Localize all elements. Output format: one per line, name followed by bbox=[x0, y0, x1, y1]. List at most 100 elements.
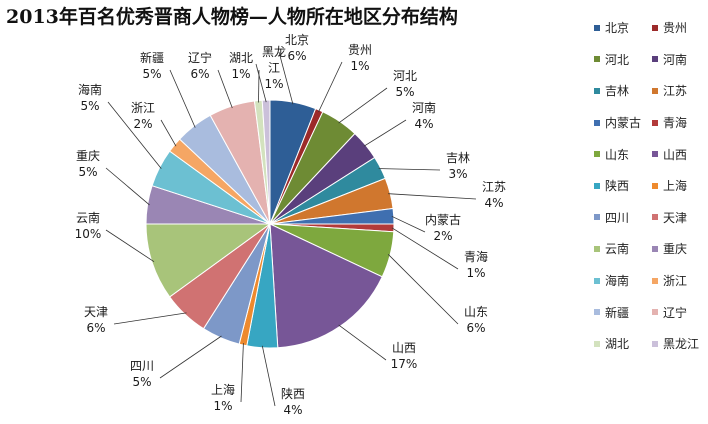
legend-swatch bbox=[594, 245, 600, 252]
legend-swatch bbox=[594, 151, 600, 158]
data-label-新疆: 新疆 5% bbox=[140, 50, 164, 81]
pie-slice-黑龙江 bbox=[261, 99, 271, 225]
legend-label: 上海 bbox=[663, 179, 688, 194]
legend-label: 河南 bbox=[663, 52, 688, 67]
data-label-海南: 海南 5% bbox=[78, 82, 102, 113]
data-label-陕西: 陕西 4% bbox=[281, 386, 305, 417]
legend-swatch bbox=[652, 119, 658, 126]
pie-slices bbox=[145, 99, 395, 349]
data-label-吉林: 吉林 3% bbox=[446, 151, 470, 181]
legend-label: 云南 bbox=[605, 242, 630, 257]
legend-item-山西: 山西 bbox=[652, 138, 708, 170]
data-label-重庆: 重庆 5% bbox=[76, 149, 100, 179]
legend: 北京 贵州 河北 河南 吉林 江苏 内蒙古 青海 山东 山西 陕西 上海 四川 天津 云南 重庆 海南 浙江 新疆 辽… bbox=[594, 12, 708, 360]
legend-label: 海南 bbox=[605, 274, 630, 289]
legend-item-内蒙古: 内蒙古 bbox=[594, 107, 652, 139]
legend-swatch bbox=[594, 214, 600, 221]
legend-label: 江苏 bbox=[663, 84, 688, 99]
data-label-湖北: 湖北 1% bbox=[229, 50, 253, 81]
label-leader-lines bbox=[105, 51, 477, 407]
data-label-江苏: 江苏 4% bbox=[482, 180, 506, 210]
leader-line-吉林 bbox=[378, 168, 441, 171]
legend-label: 重庆 bbox=[663, 242, 688, 257]
data-label-内蒙古: 内蒙古 2% bbox=[425, 212, 461, 243]
data-label-浙江: 浙江 2% bbox=[131, 101, 155, 131]
data-label-山东: 山东 6% bbox=[464, 305, 488, 335]
leader-line-内蒙古 bbox=[391, 215, 426, 233]
legend-label: 陕西 bbox=[605, 179, 630, 194]
leader-line-浙江 bbox=[160, 119, 177, 147]
leader-line-河北 bbox=[338, 87, 388, 124]
leader-line-贵州 bbox=[318, 61, 343, 113]
legend-item-黑龙江: 黑龙江 bbox=[652, 328, 708, 360]
pie-slice-云南 bbox=[145, 223, 272, 298]
legend-item-河北: 河北 bbox=[594, 44, 652, 76]
data-label-黑龙江: 黑龙江 1% bbox=[262, 45, 286, 91]
legend-label: 黑龙江 bbox=[663, 337, 700, 352]
legend-item-江苏: 江苏 bbox=[652, 75, 708, 107]
legend-swatch bbox=[594, 277, 600, 284]
leader-line-北京 bbox=[278, 51, 294, 105]
legend-swatch bbox=[652, 309, 658, 316]
legend-item-浙江: 浙江 bbox=[652, 265, 708, 297]
legend-swatch bbox=[652, 24, 658, 31]
legend-swatch bbox=[594, 309, 600, 316]
chart-title: 2013年百名优秀晋商人物榜—人物所在地区分布结构 bbox=[6, 6, 458, 28]
legend-item-四川: 四川 bbox=[594, 202, 652, 234]
data-label-青海: 青海 1% bbox=[464, 249, 488, 280]
legend-item-湖北: 湖北 bbox=[594, 328, 652, 360]
legend-label: 辽宁 bbox=[663, 305, 688, 320]
leader-line-山东 bbox=[387, 254, 459, 325]
legend-item-北京: 北京 bbox=[594, 12, 652, 44]
legend-swatch bbox=[652, 151, 658, 158]
legend-swatch bbox=[652, 87, 658, 94]
data-label-北京: 北京 6% bbox=[285, 33, 309, 63]
legend-label: 新疆 bbox=[605, 305, 630, 320]
data-label-四川: 四川 5% bbox=[130, 359, 154, 389]
data-label-河北: 河北 5% bbox=[393, 69, 417, 99]
legend-swatch bbox=[594, 56, 600, 63]
leader-line-新疆 bbox=[169, 69, 196, 128]
legend-swatch bbox=[594, 182, 600, 189]
data-label-山西: 山西 17% bbox=[391, 341, 418, 371]
legend-swatch bbox=[594, 24, 600, 31]
leader-line-四川 bbox=[159, 335, 222, 379]
legend-label: 浙江 bbox=[663, 274, 688, 289]
leader-line-辽宁 bbox=[217, 69, 233, 109]
legend-item-海南: 海南 bbox=[594, 265, 652, 297]
legend-item-陕西: 陕西 bbox=[594, 170, 652, 202]
leader-line-天津 bbox=[113, 312, 187, 325]
legend-item-新疆: 新疆 bbox=[594, 296, 652, 328]
legend-item-上海: 上海 bbox=[652, 170, 708, 202]
leader-line-陕西 bbox=[261, 345, 276, 407]
data-label-贵州: 贵州 1% bbox=[348, 43, 372, 73]
legend-swatch bbox=[652, 182, 658, 189]
data-label-云南: 云南 10% bbox=[75, 210, 102, 241]
data-label-天津: 天津 6% bbox=[84, 305, 108, 335]
legend-label: 北京 bbox=[605, 21, 630, 36]
legend-item-辽宁: 辽宁 bbox=[652, 296, 708, 328]
legend-label: 青海 bbox=[663, 116, 688, 131]
legend-swatch bbox=[652, 214, 658, 221]
leader-line-河南 bbox=[363, 119, 407, 147]
legend-label: 湖北 bbox=[605, 337, 630, 352]
legend-swatch bbox=[652, 340, 658, 347]
legend-label: 河北 bbox=[605, 52, 630, 67]
data-label-辽宁: 辽宁 6% bbox=[188, 50, 212, 81]
legend-item-河南: 河南 bbox=[652, 44, 708, 76]
leader-line-上海 bbox=[240, 343, 244, 403]
data-label-上海: 上海 1% bbox=[211, 382, 235, 413]
legend-item-天津: 天津 bbox=[652, 202, 708, 234]
leader-line-江苏 bbox=[388, 193, 477, 200]
legend-item-青海: 青海 bbox=[652, 107, 708, 139]
leader-line-重庆 bbox=[105, 167, 150, 206]
leader-line-青海 bbox=[391, 227, 459, 270]
legend-label: 四川 bbox=[605, 210, 630, 225]
data-label-河南: 河南 4% bbox=[412, 100, 436, 131]
pie-chart: 北京 6% 贵州 1% 河北 5%河南 4% 吉林 3% 江苏 4% 内蒙古 2%青海 1% 山东 6% 山西 1… bbox=[75, 33, 506, 417]
legend-swatch bbox=[652, 245, 658, 252]
legend-swatch bbox=[594, 340, 600, 347]
legend-swatch bbox=[594, 119, 600, 126]
legend-label: 天津 bbox=[663, 210, 688, 225]
leader-line-云南 bbox=[105, 229, 155, 263]
